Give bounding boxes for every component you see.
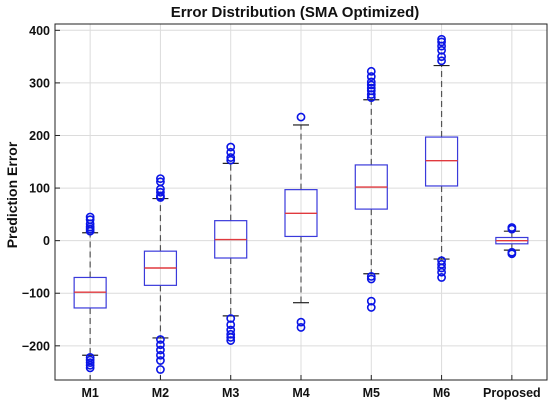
y-tick-label: 0 xyxy=(43,234,50,248)
x-tick-label: M3 xyxy=(222,386,239,400)
outlier-point xyxy=(156,187,165,197)
outlier-point xyxy=(366,77,376,87)
outlier-point xyxy=(296,323,306,332)
outlier-point xyxy=(226,320,236,330)
outlier-point xyxy=(226,142,236,152)
outlier-point xyxy=(437,45,446,55)
outlier-point xyxy=(366,83,376,93)
outlier-point xyxy=(437,273,446,282)
outlier-point xyxy=(437,263,446,273)
x-axis-ticks: M1 M2 M3 M4 M5 M6 Proposed xyxy=(81,375,541,400)
y-tick-label: −100 xyxy=(22,287,50,301)
x-tick-label: M6 xyxy=(433,386,450,400)
y-tick-label: 300 xyxy=(29,76,50,90)
iqr-box xyxy=(424,136,459,187)
y-tick-label: 400 xyxy=(29,24,50,38)
outlier-point xyxy=(366,303,376,312)
outlier-point xyxy=(226,314,236,323)
outlier-point xyxy=(156,174,165,183)
y-tick-label: 200 xyxy=(29,129,50,143)
x-tick-label: M4 xyxy=(292,386,309,400)
outlier-point xyxy=(226,155,236,165)
outlier-point xyxy=(366,272,376,281)
y-axis-label: Prediction Error xyxy=(4,141,20,248)
box-m1 xyxy=(73,212,107,373)
outlier-point xyxy=(366,72,376,81)
outlier-point xyxy=(156,356,165,365)
outlier-point xyxy=(226,333,236,342)
box-m2 xyxy=(143,174,178,374)
outlier-point xyxy=(226,329,236,339)
outlier-point xyxy=(156,345,165,355)
outlier-point xyxy=(296,112,306,122)
outlier-point xyxy=(156,340,165,350)
outlier-point xyxy=(366,274,376,284)
outlier-point xyxy=(437,37,446,47)
outlier-point xyxy=(366,80,376,90)
x-tick-label: M1 xyxy=(81,386,98,400)
outlier-point xyxy=(296,317,306,327)
y-axis-ticks: −200 −100 0 100 200 300 400 xyxy=(22,24,60,353)
outlier-point xyxy=(156,193,165,202)
box-m4 xyxy=(284,112,318,332)
outlier-point xyxy=(366,90,376,99)
outlier-point xyxy=(85,358,95,368)
box-m5 xyxy=(354,66,388,312)
x-tick-label: M5 xyxy=(363,386,380,400)
outlier-point xyxy=(366,93,376,103)
outlier-point xyxy=(507,249,517,259)
y-tick-label: −200 xyxy=(22,339,50,353)
grid-lines xyxy=(55,24,547,380)
x-tick-label: Proposed xyxy=(483,386,541,400)
outlier-point xyxy=(437,52,446,62)
outlier-point xyxy=(156,335,165,344)
outlier-point xyxy=(156,365,165,374)
outlier-point xyxy=(437,41,446,51)
outlier-point xyxy=(226,336,236,345)
y-tick-label: 100 xyxy=(29,182,50,196)
outlier-point xyxy=(366,296,376,306)
outlier-point xyxy=(85,226,95,236)
outlier-point xyxy=(437,56,446,66)
boxes-layer xyxy=(73,34,529,374)
x-tick-label: M2 xyxy=(152,386,169,400)
outlier-point xyxy=(85,363,95,373)
outlier-point xyxy=(85,360,95,370)
box-m3 xyxy=(214,142,248,345)
box-proposed xyxy=(495,223,529,259)
outlier-point xyxy=(226,153,236,162)
outlier-point xyxy=(507,224,517,234)
chart-title: Error Distribution (SMA Optimized) xyxy=(171,4,420,21)
outlier-point xyxy=(366,66,376,76)
outlier-point xyxy=(156,350,165,360)
outlier-point xyxy=(437,267,446,277)
box-m6 xyxy=(424,34,459,282)
